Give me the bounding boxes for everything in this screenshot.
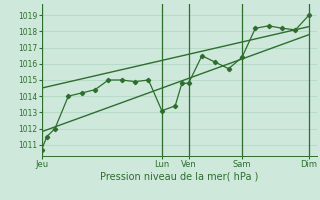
- X-axis label: Pression niveau de la mer( hPa ): Pression niveau de la mer( hPa ): [100, 172, 258, 182]
